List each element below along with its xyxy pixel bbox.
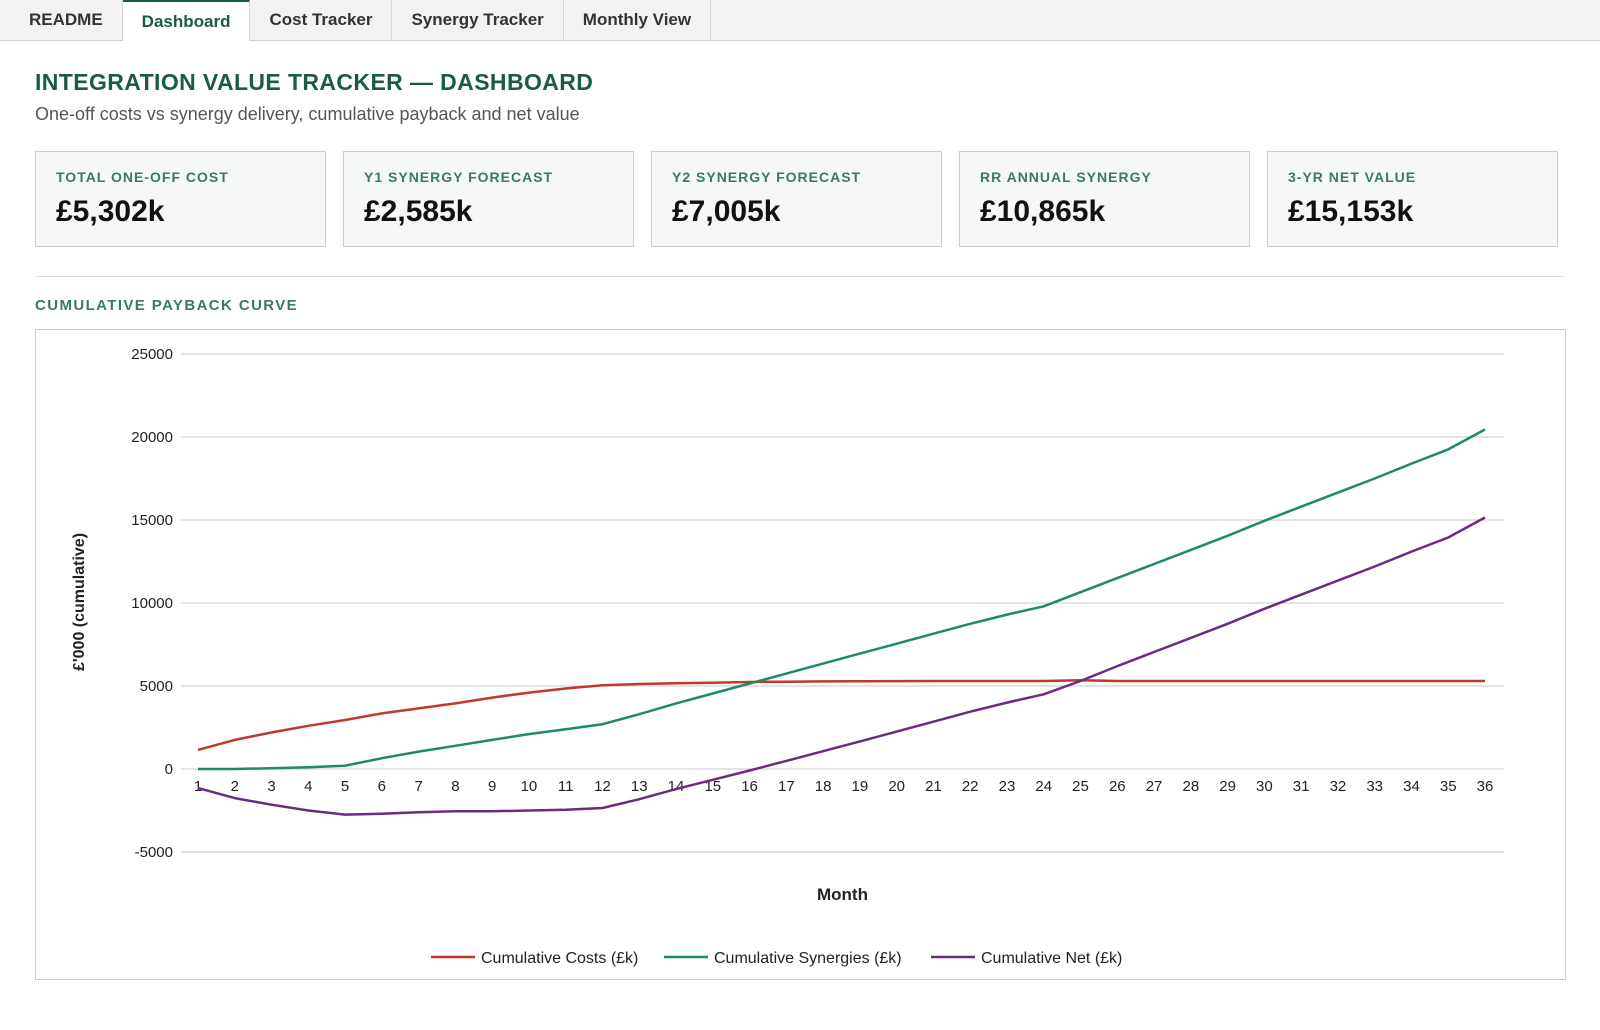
x-tick-label: 24 <box>1035 778 1052 795</box>
x-tick-label: 27 <box>1146 778 1163 795</box>
kpi-value: £15,153k <box>1288 195 1414 228</box>
kpi-value: £7,005k <box>672 195 781 228</box>
x-tick-label: 2 <box>231 778 239 795</box>
x-tick-label: 3 <box>267 778 275 795</box>
x-tick-label: 32 <box>1330 778 1347 795</box>
x-tick-label: 35 <box>1440 778 1457 795</box>
x-tick-label: 31 <box>1293 778 1310 795</box>
y-axis-title: £'000 (cumulative) <box>71 533 88 671</box>
x-tick-label: 26 <box>1109 778 1126 795</box>
kpi-label: Y1 SYNERGY FORECAST <box>364 169 554 185</box>
x-tick-label: 20 <box>888 778 905 795</box>
kpi-card-3yr-net-value: 3-YR NET VALUE £15,153k <box>1267 151 1558 247</box>
tab-synergy-tracker[interactable]: Synergy Tracker <box>392 0 564 40</box>
x-tick-label: 25 <box>1072 778 1089 795</box>
x-tick-label: 10 <box>521 778 538 795</box>
tab-dashboard[interactable]: Dashboard <box>122 0 251 41</box>
x-tick-label: 15 <box>704 778 721 795</box>
x-tick-label: 6 <box>378 778 386 795</box>
kpi-card-y2-synergy-forecast: Y2 SYNERGY FORECAST £7,005k <box>651 151 942 247</box>
kpi-label: TOTAL ONE-OFF COST <box>56 169 229 185</box>
x-tick-label: 21 <box>925 778 942 795</box>
y-tick-label: 15000 <box>131 512 173 529</box>
y-tick-label: 25000 <box>131 346 173 363</box>
dashboard-content: INTEGRATION VALUE TRACKER — DASHBOARD On… <box>0 69 1600 980</box>
x-tick-label: 17 <box>778 778 795 795</box>
kpi-label: 3-YR NET VALUE <box>1288 169 1417 185</box>
x-tick-label: 5 <box>341 778 349 795</box>
x-tick-label: 19 <box>852 778 869 795</box>
y-tick-label: 20000 <box>131 429 173 446</box>
y-tick-label: 0 <box>165 761 173 778</box>
y-tick-label: 5000 <box>140 678 173 695</box>
series-line-3 <box>197 516 1486 816</box>
series-line-1 <box>197 678 1485 752</box>
x-tick-label: 7 <box>414 778 422 795</box>
kpi-row: TOTAL ONE-OFF COST £5,302k Y1 SYNERGY FO… <box>35 151 1565 247</box>
x-tick-label: 23 <box>999 778 1016 795</box>
x-tick-label: 33 <box>1366 778 1383 795</box>
x-tick-label: 4 <box>304 778 312 795</box>
x-tick-label: 12 <box>594 778 611 795</box>
y-tick-label: 10000 <box>131 595 173 612</box>
kpi-card-y1-synergy-forecast: Y1 SYNERGY FORECAST £2,585k <box>343 151 634 247</box>
x-tick-label: 22 <box>962 778 979 795</box>
page-subtitle: One-off costs vs synergy delivery, cumul… <box>35 104 580 124</box>
legend-label: Cumulative Synergies (£k) <box>714 950 902 967</box>
x-tick-label: 1 <box>194 778 202 795</box>
tab-cost-tracker[interactable]: Cost Tracker <box>250 0 393 40</box>
kpi-label: Y2 SYNERGY FORECAST <box>672 169 862 185</box>
page-title: INTEGRATION VALUE TRACKER — DASHBOARD <box>35 69 594 95</box>
kpi-value: £10,865k <box>980 195 1106 228</box>
section-divider <box>35 276 1565 277</box>
x-tick-label: 28 <box>1182 778 1199 795</box>
y-tick-label: -5000 <box>135 844 173 861</box>
x-tick-label: 16 <box>741 778 758 795</box>
x-tick-label: 18 <box>815 778 832 795</box>
x-tick-label: 30 <box>1256 778 1273 795</box>
x-axis-title: Month <box>817 885 868 904</box>
tab-monthly-view[interactable]: Monthly View <box>564 0 712 40</box>
x-tick-label: 9 <box>488 778 496 795</box>
payback-chart: 25000 20000 15000 10000 5000 0 -5000 1 2 3 4 5 6 7 8 9 1… <box>35 329 1566 980</box>
kpi-value: £5,302k <box>56 195 165 228</box>
legend-label: Cumulative Net (£k) <box>981 950 1122 967</box>
x-tick-label: 36 <box>1477 778 1494 795</box>
x-tick-label: 29 <box>1219 778 1236 795</box>
series-line-2 <box>198 428 1486 771</box>
x-tick-label: 8 <box>451 778 459 795</box>
tab-readme[interactable]: README <box>0 0 123 40</box>
x-tick-label: 11 <box>558 778 574 795</box>
section-title: CUMULATIVE PAYBACK CURVE <box>35 297 299 314</box>
x-tick-label: 13 <box>631 778 648 795</box>
kpi-card-total-one-off-cost: TOTAL ONE-OFF COST £5,302k <box>35 151 326 247</box>
sheet-tab-bar: README Dashboard Cost Tracker Synergy Tr… <box>0 0 1600 41</box>
kpi-label: RR ANNUAL SYNERGY <box>980 169 1152 185</box>
kpi-value: £2,585k <box>364 195 473 228</box>
kpi-card-rr-annual-synergy: RR ANNUAL SYNERGY £10,865k <box>959 151 1250 247</box>
legend-label: Cumulative Costs (£k) <box>481 950 638 967</box>
x-tick-label: 34 <box>1403 778 1420 795</box>
